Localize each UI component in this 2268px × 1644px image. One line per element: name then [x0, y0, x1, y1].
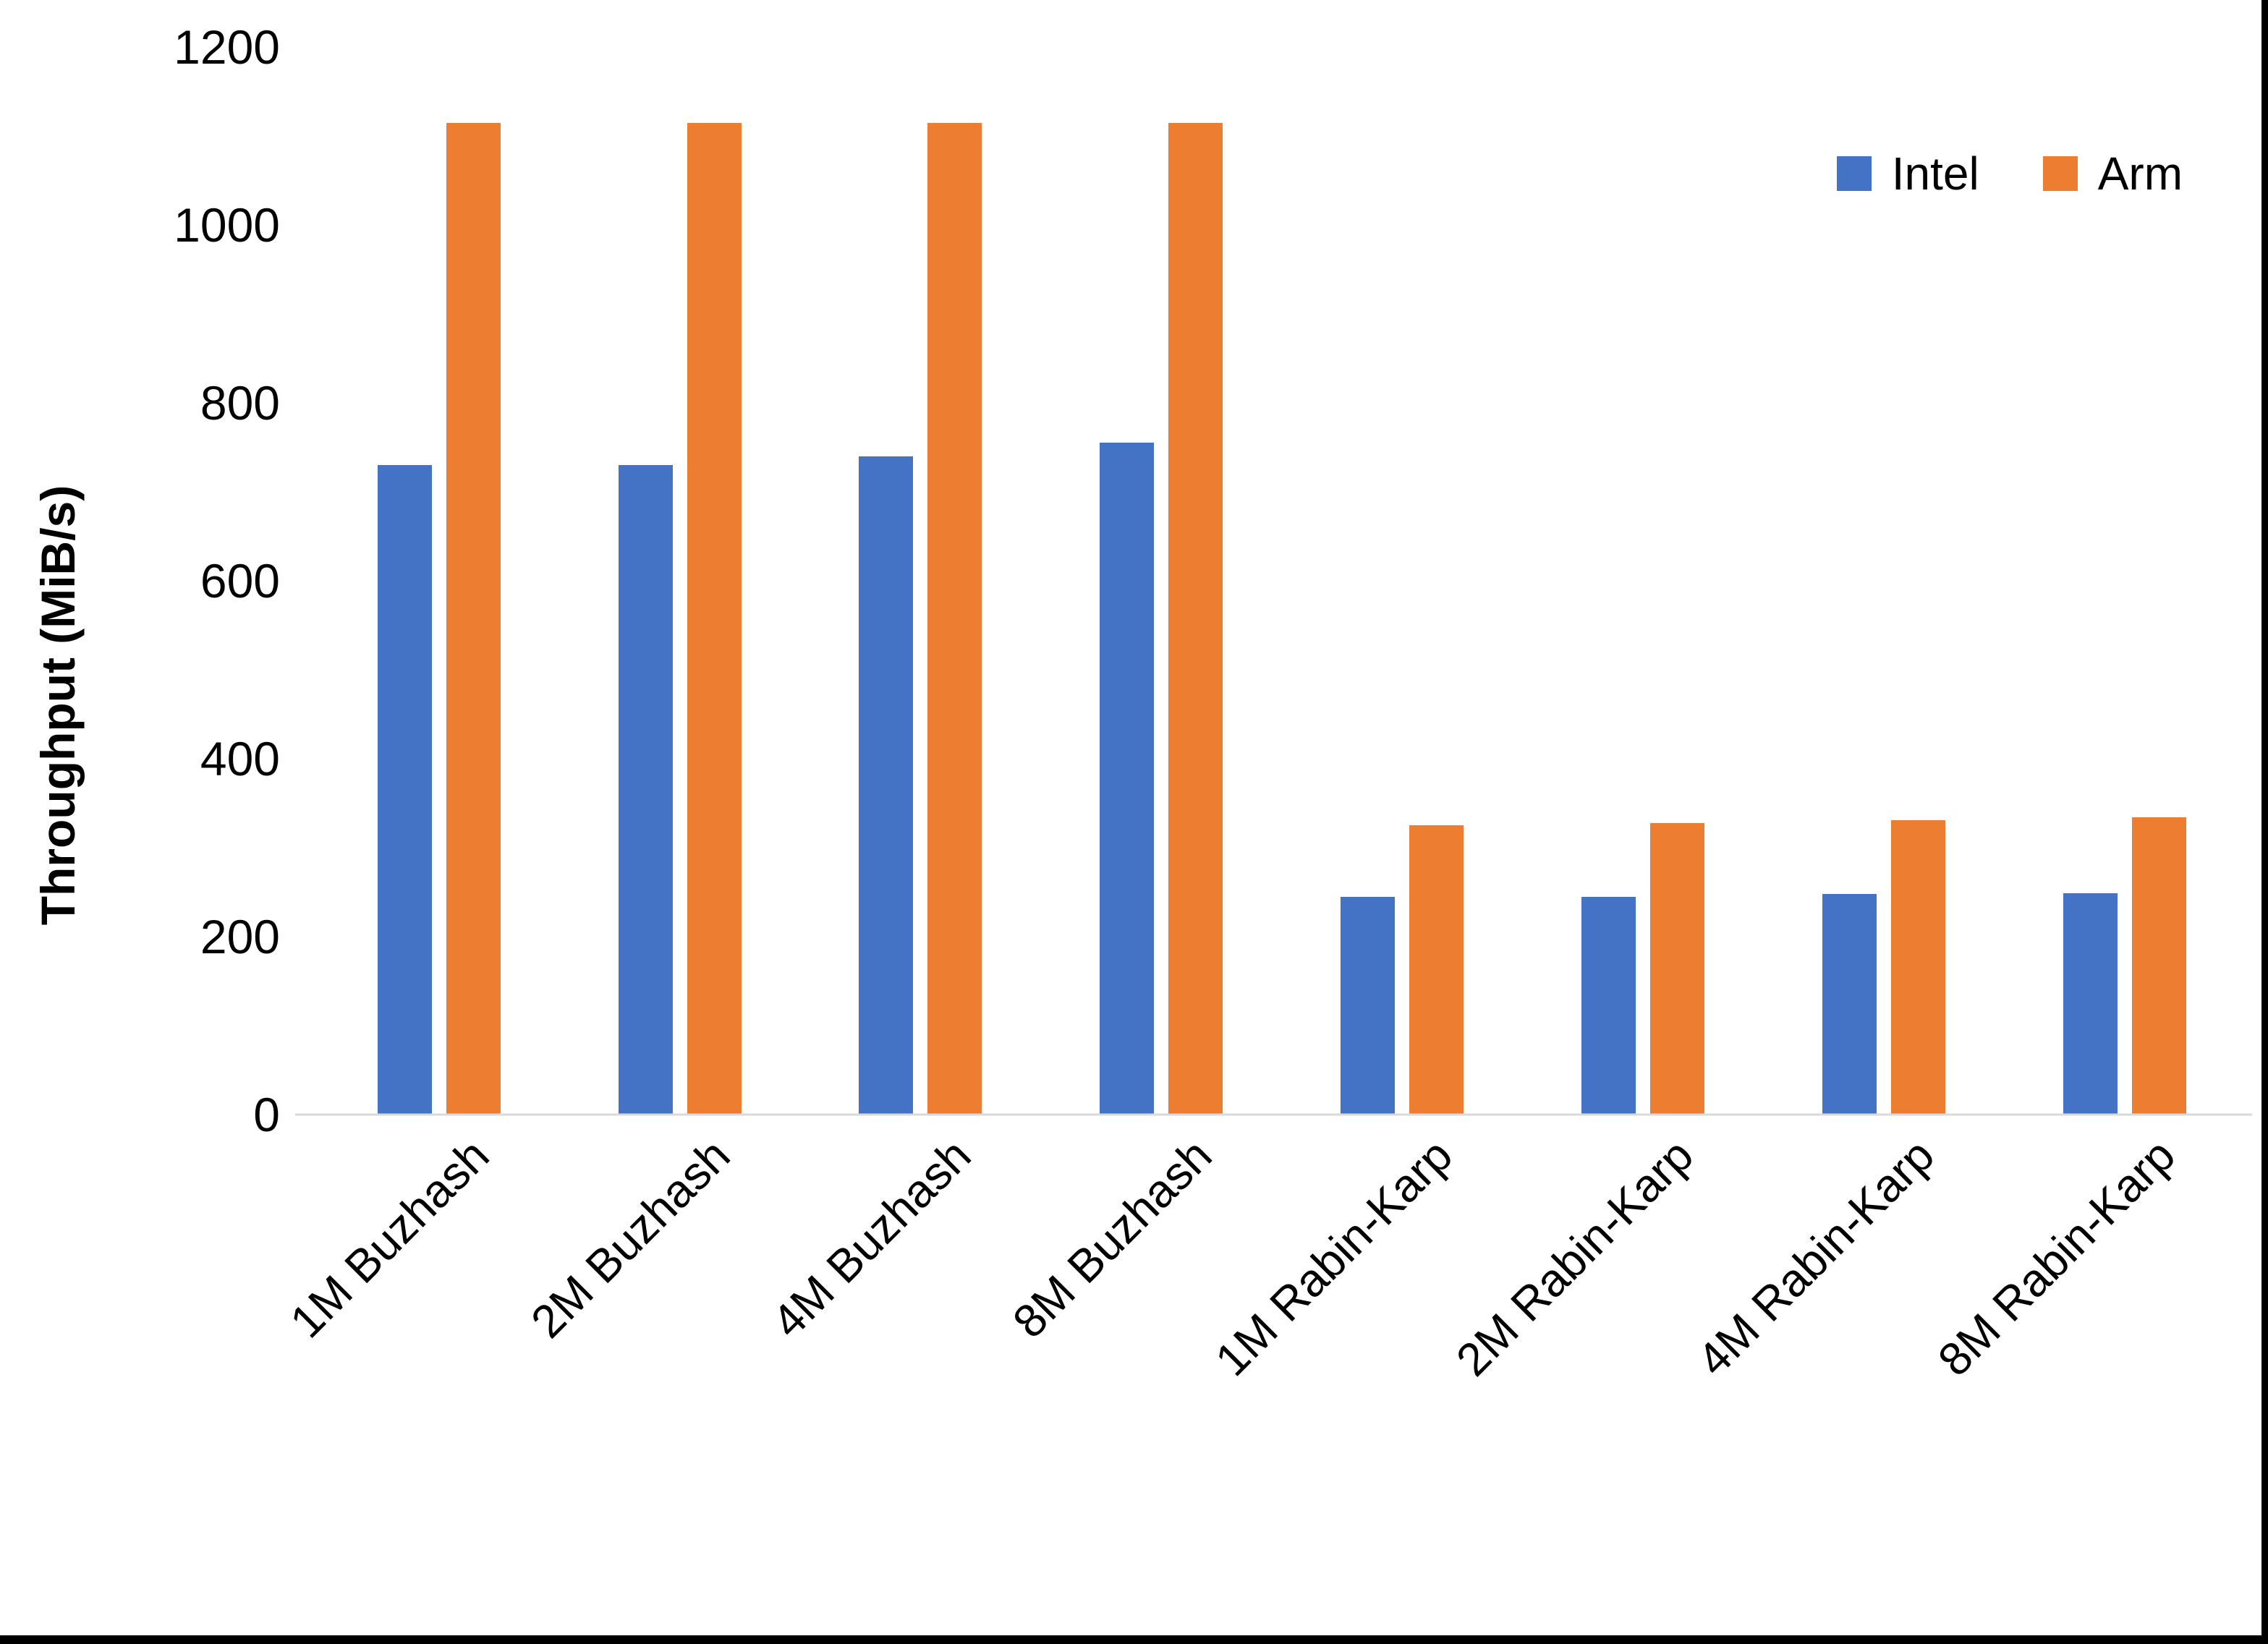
bar-intel-4m-buzhash [859, 456, 914, 1115]
window-border-bottom [0, 1635, 2268, 1644]
legend-swatch-intel [1836, 156, 1872, 191]
x-category-label-4m-buzhash: 4M Buzhash [761, 1128, 981, 1348]
bar-arm-4m-buzhash [927, 122, 982, 1115]
x-category-label-2m-buzhash: 2M Buzhash [520, 1128, 740, 1348]
x-category-label-2m-rabin-karp: 2M Rabin-Karp [1445, 1128, 1704, 1387]
bar-intel-1m-rabin-karp [1341, 896, 1396, 1115]
y-tick-label-800: 800 [200, 376, 280, 430]
bar-intel-1m-buzhash [377, 465, 432, 1115]
bar-intel-8m-rabin-karp [2063, 893, 2118, 1115]
category-group-8m-buzhash: 8M Buzhash [1003, 47, 1282, 1347]
bar-arm-2m-rabin-karp [1650, 822, 1705, 1115]
bar-arm-8m-rabin-karp [2132, 817, 2187, 1115]
legend-item-intel: Intel [1836, 148, 1979, 200]
bar-arm-2m-buzhash [687, 122, 742, 1115]
y-tick-label-200: 200 [200, 910, 280, 964]
category-group-1m-buzhash: 1M Buzhash [280, 47, 559, 1347]
category-group-4m-buzhash: 4M Buzhash [762, 47, 1041, 1347]
legend-label-intel: Intel [1891, 148, 1979, 200]
bar-arm-1m-rabin-karp [1409, 825, 1464, 1115]
bar-arm-1m-buzhash [446, 122, 501, 1115]
legend-item-arm: Arm [2042, 148, 2183, 200]
category-group-8m-rabin-karp: 8M Rabin-Karp [1928, 47, 2246, 1386]
category-group-4m-rabin-karp: 4M Rabin-Karp [1687, 47, 2005, 1386]
bar-intel-2m-rabin-karp [1581, 896, 1636, 1115]
category-group-2m-rabin-karp: 2M Rabin-Karp [1446, 47, 1764, 1386]
y-tick-label-1000: 1000 [174, 198, 280, 252]
category-group-1m-rabin-karp: 1M Rabin-Karp [1205, 47, 1523, 1386]
x-category-label-4m-rabin-karp: 4M Rabin-Karp [1686, 1128, 1945, 1387]
bar-intel-4m-rabin-karp [1822, 894, 1877, 1115]
y-tick-label-600: 600 [200, 554, 280, 608]
plot-area: 1M Buzhash 2M Buzhash 4M Buzhash 8M Buzhash… [280, 47, 2246, 1386]
window-border-right [2261, 0, 2268, 1644]
category-group-2m-buzhash: 2M Buzhash [521, 47, 800, 1347]
bar-arm-8m-buzhash [1168, 122, 1223, 1115]
x-category-label-1m-buzhash: 1M Buzhash [279, 1128, 499, 1348]
legend: Intel Arm [1836, 148, 2183, 200]
bar-intel-8m-buzhash [1100, 443, 1155, 1115]
y-tick-label-400: 400 [200, 732, 280, 786]
x-category-label-1m-rabin-karp: 1M Rabin-Karp [1205, 1128, 1463, 1387]
y-axis: 0 200 400 600 800 1000 1200 [0, 23, 286, 1138]
x-category-label-8m-buzhash: 8M Buzhash [1002, 1128, 1222, 1348]
bar-intel-2m-buzhash [618, 465, 673, 1115]
x-axis-line [294, 1113, 2253, 1116]
legend-label-arm: Arm [2097, 148, 2183, 200]
y-tick-label-0: 0 [253, 1088, 280, 1142]
legend-swatch-arm [2042, 156, 2078, 191]
x-category-label-8m-rabin-karp: 8M Rabin-Karp [1927, 1128, 2185, 1387]
y-tick-label-1200: 1200 [174, 20, 280, 74]
bar-arm-4m-rabin-karp [1891, 819, 1946, 1115]
